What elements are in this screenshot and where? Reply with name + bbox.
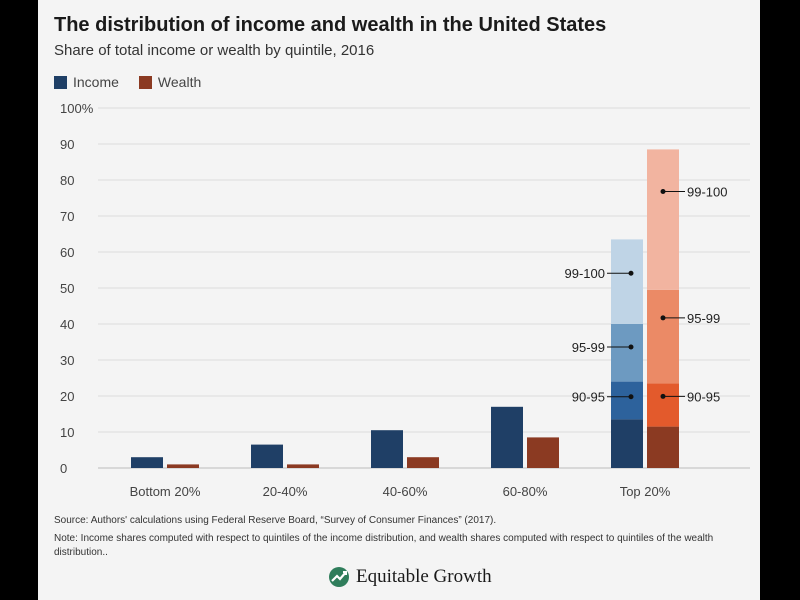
chart-panel: The distribution of income and wealth in…	[38, 0, 760, 600]
logo-text: Equitable Growth	[356, 566, 492, 587]
y-tick-label: 50	[60, 281, 74, 296]
equitable-growth-logo: Equitable Growth	[328, 566, 492, 588]
footnote: Note: Income shares computed with respec…	[54, 533, 714, 558]
y-tick-label: 20	[60, 389, 74, 404]
annotation-label-income: 99-100	[565, 266, 605, 281]
y-tick-label: 30	[60, 353, 74, 368]
legend-label-income: Income	[73, 74, 119, 90]
bar-wealth	[167, 464, 199, 468]
annotation-label-income: 95-99	[572, 340, 605, 355]
y-tick-label: 60	[60, 245, 74, 260]
y-tick-label: 0	[60, 461, 67, 476]
y-tick-label: 90	[60, 137, 74, 152]
annotation-label-wealth: 95-99	[687, 311, 720, 326]
bar-wealth	[527, 437, 559, 468]
y-tick-label: 40	[60, 317, 74, 332]
bar-income	[251, 444, 283, 468]
chart-subtitle: Share of total income or wealth by quint…	[54, 42, 375, 59]
bar-income	[491, 406, 523, 468]
y-tick-label: 100%	[60, 101, 94, 116]
bar-wealth	[287, 464, 319, 468]
bar-wealth-segment	[647, 383, 679, 427]
growth-leaf-icon	[329, 567, 349, 587]
legend-item-income: Income	[54, 74, 119, 90]
bar-income-segment	[611, 239, 643, 324]
bar-income-segment	[611, 419, 643, 468]
legend: Income Wealth	[54, 74, 221, 90]
bar-wealth	[407, 457, 439, 468]
y-tick-label: 10	[60, 425, 74, 440]
bar-wealth-segment	[647, 149, 679, 290]
bar-chart: 0 10 20 30 40 50 60 70 80 90 100% Bottom 20% 20-40% 4…	[60, 101, 750, 499]
legend-item-wealth: Wealth	[138, 74, 202, 90]
x-tick-label: 60-80%	[503, 484, 548, 499]
source-note: Source: Authors' calculations using Fede…	[54, 515, 497, 526]
x-tick-label: Bottom 20%	[130, 484, 201, 499]
legend-swatch-wealth	[138, 75, 152, 89]
annotation-label-wealth: 90-95	[687, 389, 720, 404]
bar-income	[371, 430, 403, 468]
y-tick-label: 70	[60, 209, 74, 224]
annotation-label-wealth: 99-100	[687, 185, 727, 200]
annotation-label-income: 90-95	[572, 390, 605, 405]
legend-label-wealth: Wealth	[157, 74, 202, 90]
x-tick-label: Top 20%	[620, 484, 671, 499]
x-tick-label: 20-40%	[263, 484, 308, 499]
legend-swatch-income	[54, 75, 67, 89]
bar-income-segment	[611, 324, 643, 382]
bar-wealth-segment	[647, 289, 679, 384]
chart-title: The distribution of income and wealth in…	[54, 14, 607, 36]
y-tick-label: 80	[60, 173, 74, 188]
x-tick-label: 40-60%	[383, 484, 428, 499]
bar-wealth-segment	[647, 426, 679, 468]
bar-income	[131, 457, 163, 468]
bar-income-segment	[611, 381, 643, 420]
